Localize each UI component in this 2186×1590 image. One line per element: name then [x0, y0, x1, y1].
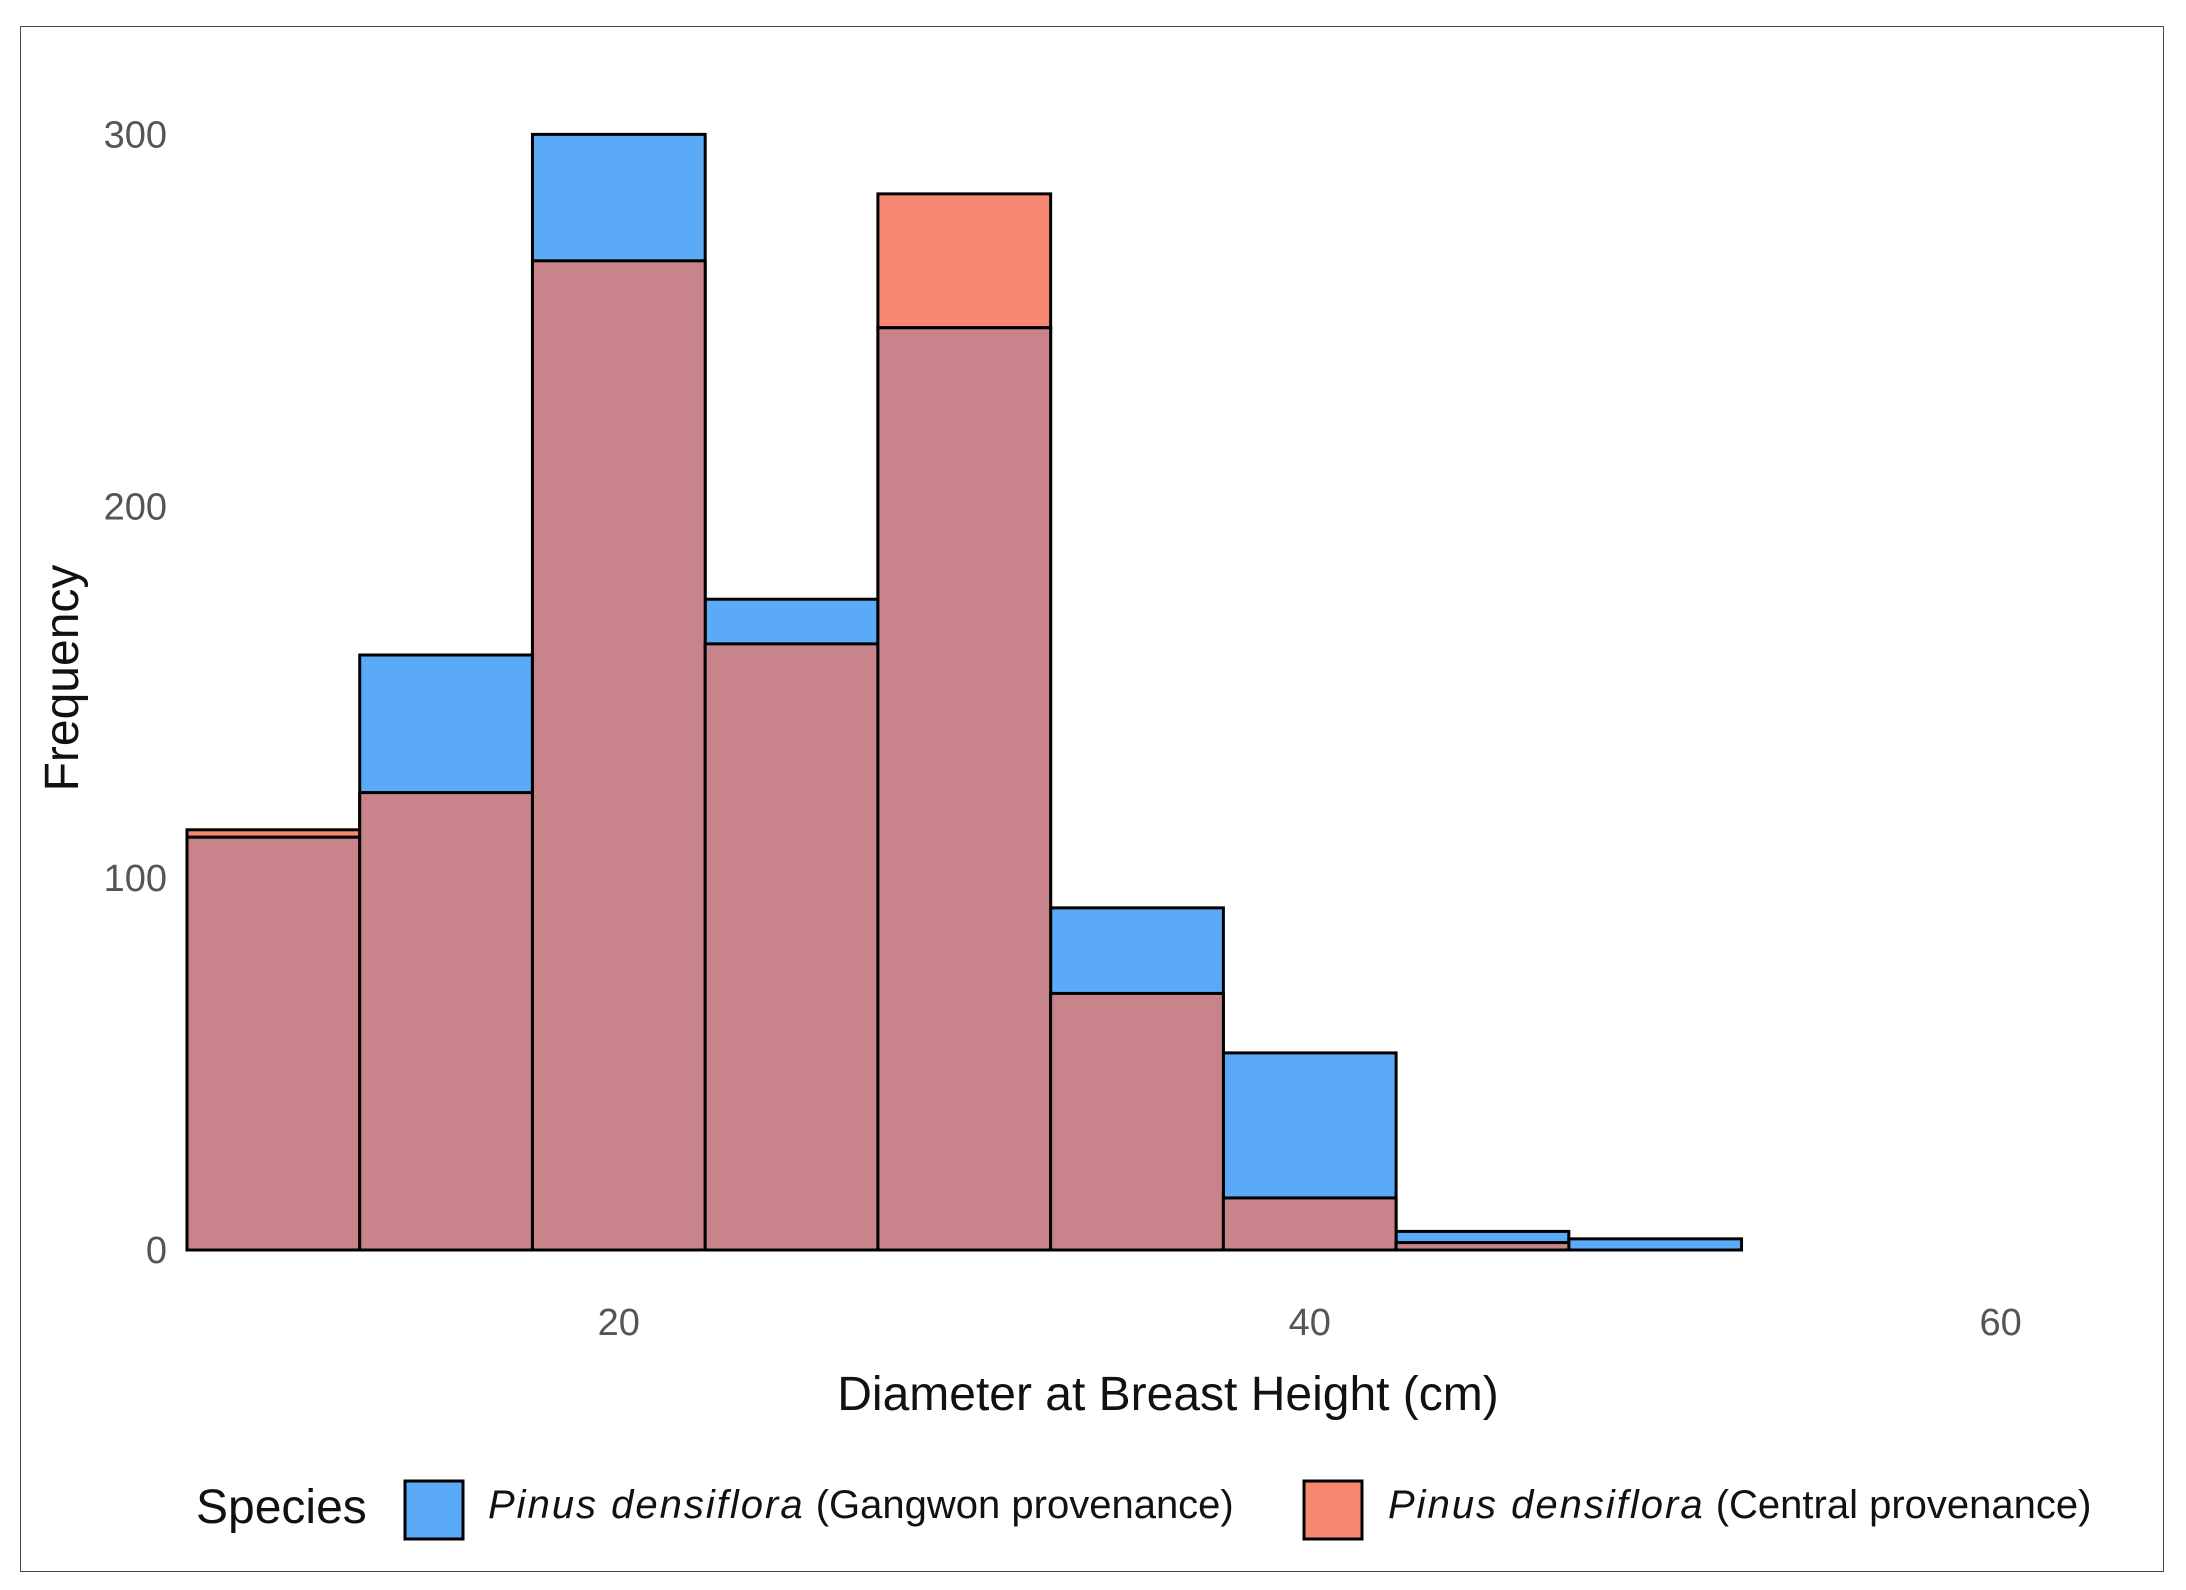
- bar-central-5: [1049, 991, 1225, 1252]
- bar-gangwon-8: [1567, 1237, 1744, 1252]
- y-tick-label-0: 0: [146, 1230, 167, 1272]
- y-tick-label-300: 300: [104, 114, 167, 156]
- y-tick-label-100: 100: [104, 858, 167, 900]
- bar-central-3: [703, 642, 880, 1252]
- bar-central-4: [876, 192, 1053, 330]
- x-tick-label-60: 60: [1979, 1302, 2021, 1344]
- legend-title: Species: [196, 1481, 367, 1534]
- bar-overlap-4: [876, 326, 1053, 1252]
- legend-label-central-italic: Pinus densiflora: [1388, 1483, 1705, 1527]
- legend: Species Pinus densiflora (Gangwon proven…: [196, 1479, 2091, 1541]
- legend-label-gangwon-plain: (Gangwon provenance): [805, 1483, 1234, 1527]
- legend-label-central-plain: (Central provenance): [1705, 1483, 2092, 1527]
- x-tick-label-20: 20: [598, 1302, 640, 1344]
- legend-key-central: [1302, 1479, 1364, 1541]
- y-axis-title: Frequency: [36, 565, 89, 792]
- axis-layer: 0 100 200 300 20 40 60: [104, 114, 2022, 1344]
- bars-layer: [185, 132, 1744, 1252]
- legend-label-gangwon: Pinus densiflora (Gangwon provenance): [488, 1483, 1234, 1527]
- y-tick-label-200: 200: [104, 486, 167, 528]
- x-tick-label-40: 40: [1289, 1302, 1331, 1344]
- legend-label-central: Pinus densiflora (Central provenance): [1388, 1483, 2091, 1527]
- bar-central-6: [1221, 1196, 1398, 1252]
- legend-key-gangwon: [403, 1479, 465, 1541]
- bar-central-2: [530, 259, 707, 1252]
- x-axis-title: Diameter at Breast Height (cm): [837, 1368, 1499, 1421]
- bar-central-1: [358, 791, 534, 1252]
- bar-overlap-0: [185, 835, 362, 1252]
- legend-label-gangwon-italic: Pinus densiflora: [488, 1483, 805, 1527]
